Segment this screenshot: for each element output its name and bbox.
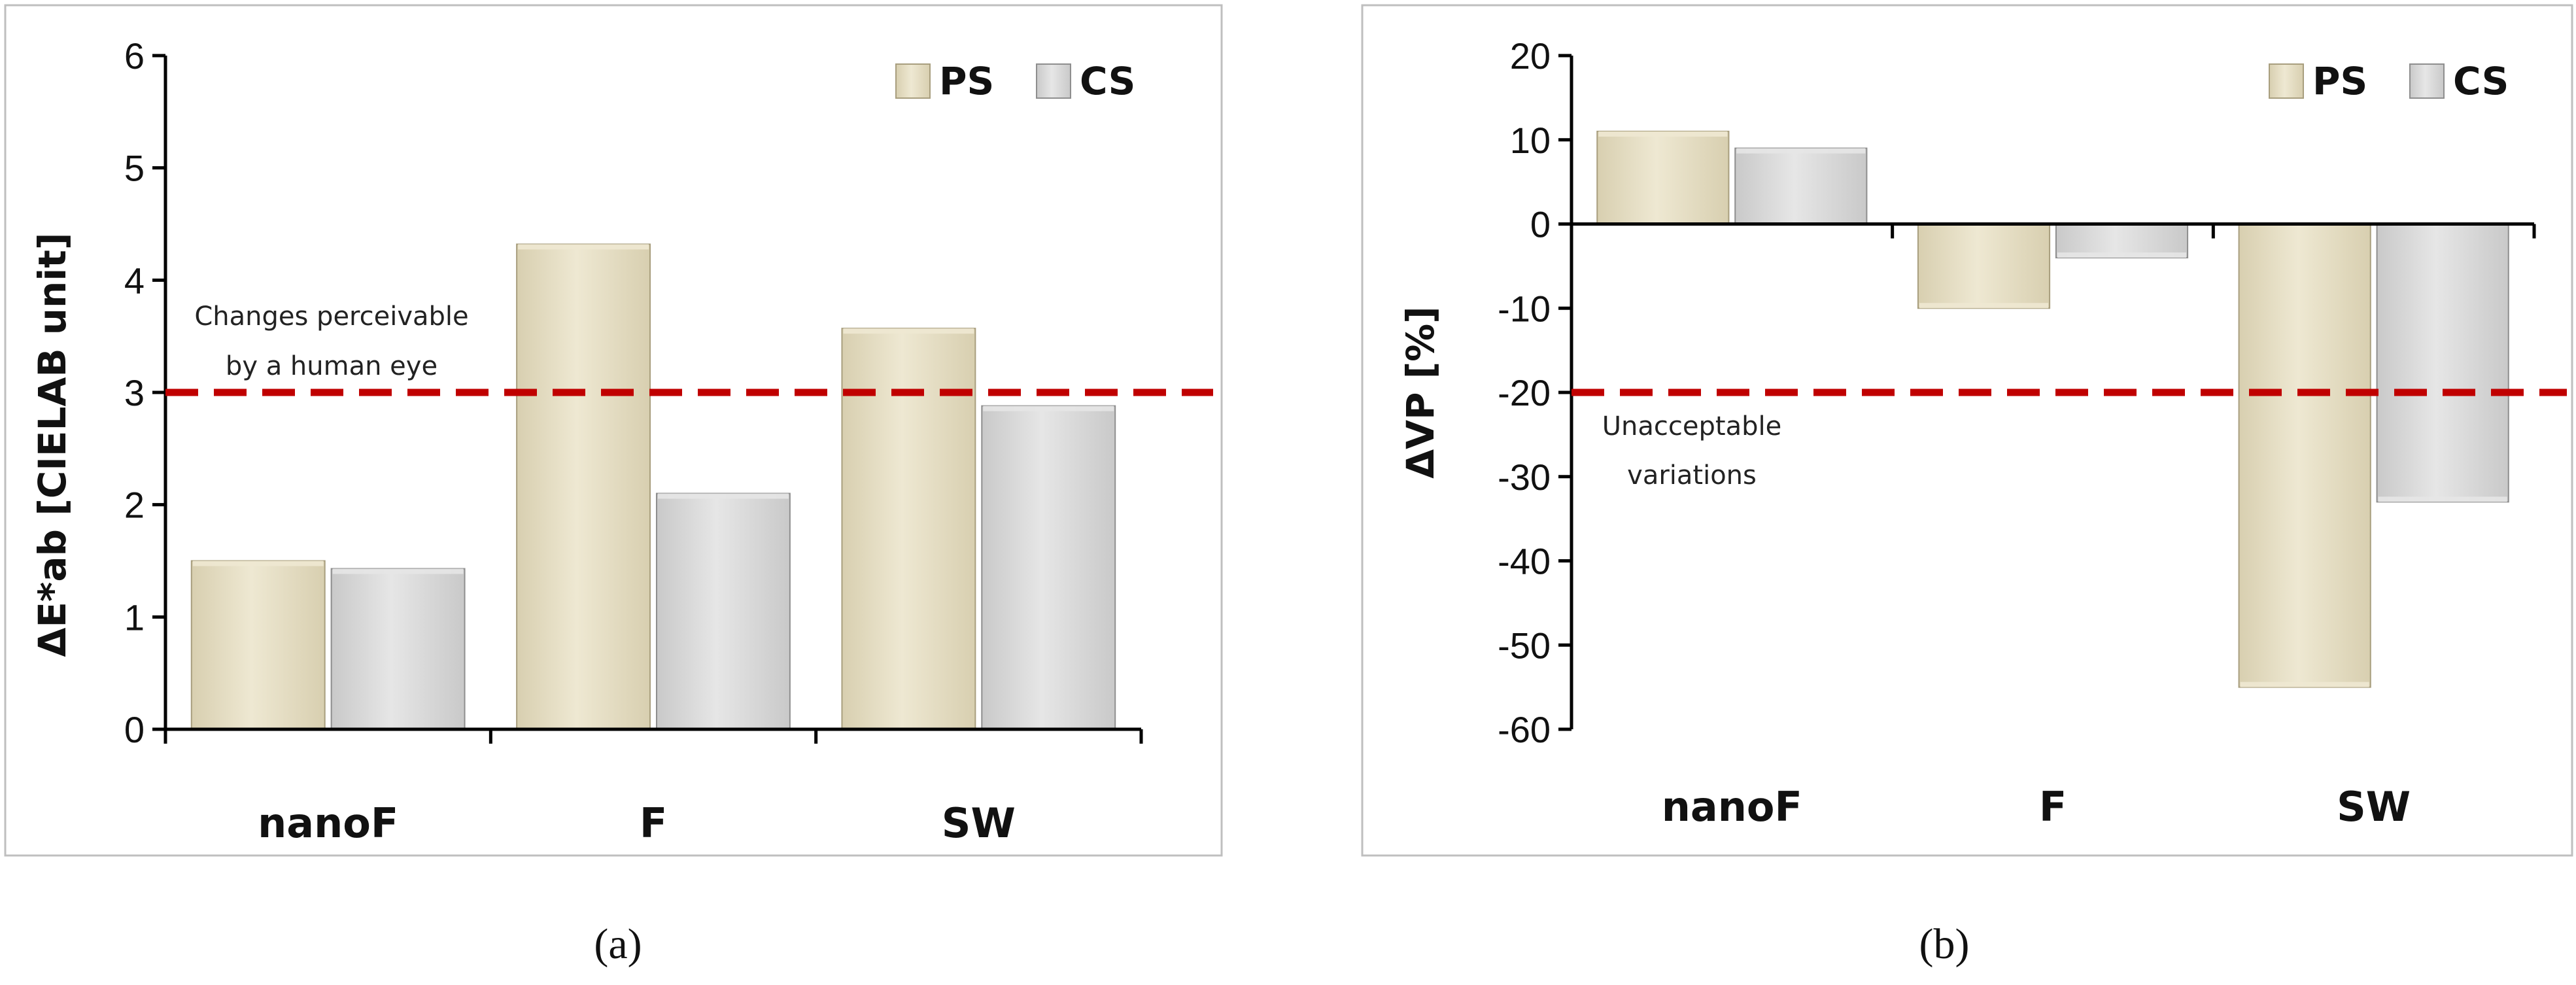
bar-bevel-cs-nanof xyxy=(1736,148,1866,154)
legend-swatch-ps xyxy=(895,63,931,99)
chart-b-y-tick-label: -50 xyxy=(1498,625,1551,666)
chart-panel-b: -60 -50 -40 -30 -20 -10 0 10 20 nanoF F SW Unaccep… xyxy=(1361,4,2573,968)
chart-b-category-label-sw: SW xyxy=(2337,783,2411,831)
chart-a-y-tick-label: 3 xyxy=(124,372,145,413)
bar-ps-sw xyxy=(841,328,976,730)
bar-cs-sw xyxy=(2376,223,2509,503)
chart-a-y-tick-label: 5 xyxy=(124,148,145,189)
bar-ps-nanof xyxy=(1596,130,1730,225)
legend-label-cs: CS xyxy=(1080,59,1135,103)
chart-b-legend: PS CS xyxy=(2269,59,2509,103)
chart-b-threshold-label-line-2: variations xyxy=(1627,460,1757,491)
panel-b-label: (b) xyxy=(1919,920,1970,968)
chart-b-threshold-label-line-1: Unacceptable xyxy=(1602,411,1781,441)
chart-a-category-label-sw: SW xyxy=(942,799,1016,847)
chart-a-y-tick-label: 0 xyxy=(124,709,145,750)
legend-swatch-ps xyxy=(2269,63,2304,99)
bar-bevel-ps-sw xyxy=(843,328,974,334)
legend-label-cs: CS xyxy=(2453,59,2509,103)
bar-bevel-cs-f xyxy=(657,493,789,499)
bar-cs-nanof xyxy=(330,568,466,730)
chart-b-y-axis-label: ΔVP [%] xyxy=(1398,306,1443,479)
chart-a-y-tick-label: 1 xyxy=(124,596,145,638)
chart-b-y-tick-label: 20 xyxy=(1510,35,1551,77)
bar-cs-f xyxy=(655,492,791,730)
bar-bevel-ps-nanof xyxy=(1598,131,1728,137)
bar-ps-f xyxy=(516,243,651,730)
chart-b-y-tick-label: -20 xyxy=(1498,372,1551,413)
chart-b-y-tick-label: -40 xyxy=(1498,541,1551,582)
chart-b-y-tick-label: -60 xyxy=(1498,709,1551,750)
chart-b-y-tick-label: 0 xyxy=(1530,204,1551,245)
chart-a-y-tick-label: 2 xyxy=(124,485,145,526)
bar-ps-f xyxy=(1917,223,2051,309)
chart-a-y-tick-label: 4 xyxy=(124,260,145,301)
bar-bevel-cs-sw xyxy=(2378,496,2507,502)
legend-swatch-cs xyxy=(2409,63,2445,99)
chart-a-y-tick-label: 6 xyxy=(124,35,145,77)
chart-a-y-axis-label: ΔE*ab [CIELAB unit] xyxy=(30,233,75,657)
legend-swatch-cs xyxy=(1036,63,1071,99)
chart-panel-a: 0 1 2 3 4 5 6 nanoF F SW Changes perceivable by … xyxy=(4,4,1223,968)
bar-ps-nanof xyxy=(190,560,326,730)
bar-bevel-ps-f xyxy=(518,244,649,250)
chart-b-frame xyxy=(1361,4,2573,857)
legend-label-ps: PS xyxy=(939,59,994,103)
chart-b-y-tick-label: -30 xyxy=(1498,457,1551,498)
bar-bevel-ps-sw xyxy=(2240,682,2369,687)
panel-a-label: (a) xyxy=(594,920,642,968)
chart-b-y-tick-label: -10 xyxy=(1498,288,1551,329)
bar-cs-nanof xyxy=(1734,147,1868,225)
chart-a-threshold-label-line-1: Changes perceivable xyxy=(194,302,468,332)
chart-a-threshold-label-line-2: by a human eye xyxy=(226,351,438,381)
bar-bevel-cs-f xyxy=(2057,252,2187,258)
chart-b-y-tick-label: 10 xyxy=(1510,120,1551,161)
chart-a-frame xyxy=(4,4,1223,857)
chart-a-legend: PS CS xyxy=(895,59,1135,103)
bar-bevel-ps-nanof xyxy=(192,561,324,566)
chart-b-category-label-nanof: nanoF xyxy=(1662,783,1802,831)
bar-bevel-cs-nanof xyxy=(332,568,464,574)
bar-cs-sw xyxy=(981,405,1116,730)
bar-ps-sw xyxy=(2238,223,2371,688)
bar-bevel-cs-sw xyxy=(983,406,1114,411)
bar-bevel-ps-f xyxy=(1919,303,2049,309)
chart-b-category-label-f: F xyxy=(2039,783,2067,831)
chart-a-category-label-f: F xyxy=(640,799,667,847)
chart-a-category-label-nanof: nanoF xyxy=(258,799,398,847)
legend-label-ps: PS xyxy=(2312,59,2367,103)
